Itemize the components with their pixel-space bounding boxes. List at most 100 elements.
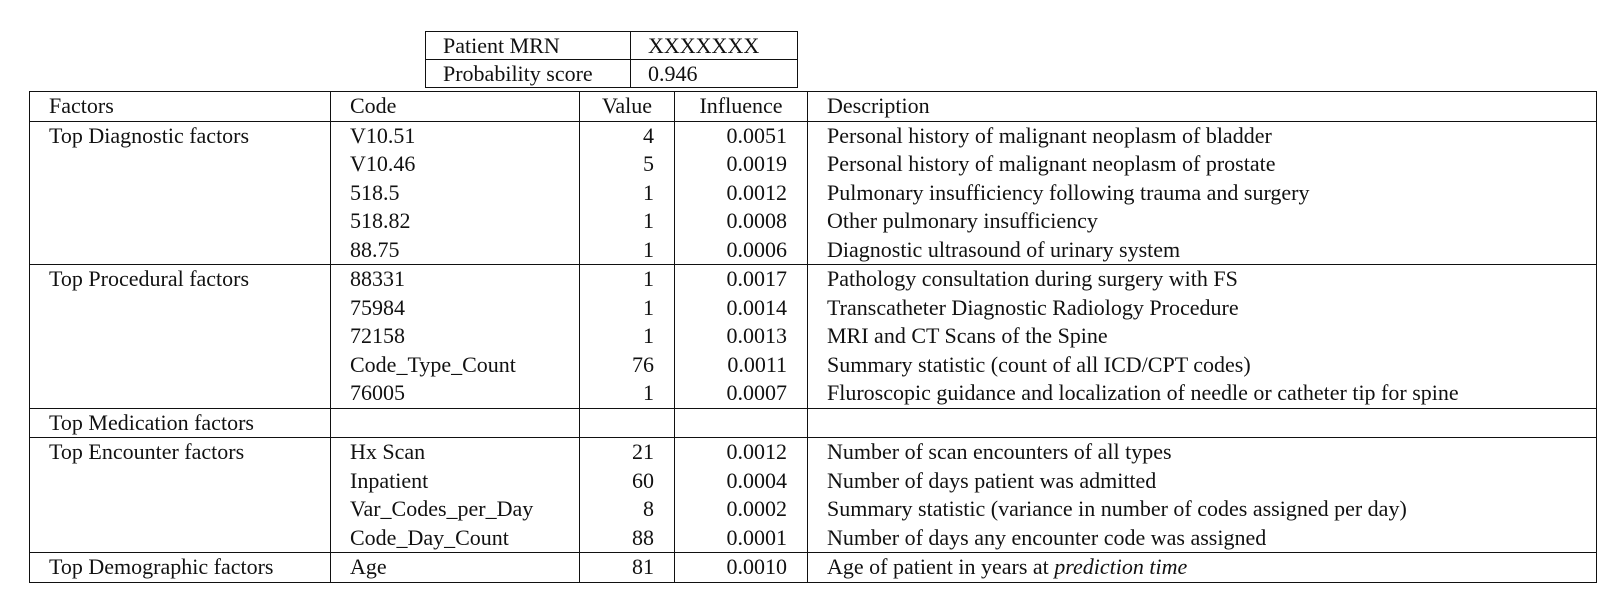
value-cell: 21: [579, 437, 675, 467]
influence-cell: 0.0010: [674, 552, 808, 583]
factor-group-label: Top Procedural factors: [29, 264, 331, 294]
description-text: Personal history of malignant neoplasm o…: [827, 151, 1276, 176]
table-row: Top Encounter factors Hx Scan 21 0.0012 Numb…: [29, 437, 1597, 467]
column-header-influence: Influence: [674, 91, 808, 122]
influence-cell: 0.0017: [674, 264, 808, 294]
value-cell: 1: [579, 235, 675, 265]
description-text: Fluroscopic guidance and localization of…: [827, 380, 1459, 405]
influence-cell: 0.0013: [674, 322, 808, 351]
description-text: Transcatheter Diagnostic Radiology Proce…: [827, 294, 1239, 320]
factor-group-label: [29, 523, 331, 553]
column-header-value: Value: [579, 91, 675, 122]
code-cell: 88331: [330, 264, 580, 294]
value-cell: 1: [579, 379, 675, 409]
factor-group-label: [29, 495, 331, 524]
table-header-row: Factors Code Value Influence Description: [29, 91, 1597, 122]
code-cell: Age: [330, 552, 580, 583]
table-row: 518.82 1 0.0008 Other pulmonary insufficien…: [29, 207, 1597, 236]
code-cell: Code_Day_Count: [330, 523, 580, 553]
description-cell: Number of days patient was admitted: [807, 466, 1597, 495]
table-row: 72158 1 0.0013 MRI and CT Scans of the Spin…: [29, 322, 1597, 351]
value-cell: 81: [579, 552, 675, 583]
description-cell: Number of days any encounter code was as…: [807, 523, 1597, 553]
column-header-description: Description: [807, 91, 1597, 122]
value-cell: 4: [579, 121, 675, 150]
value-cell: 1: [579, 207, 675, 236]
summary-row: Patient MRN XXXXXXX: [425, 31, 798, 60]
summary-label: Probability score: [425, 59, 631, 88]
description-cell: Pulmonary insufficiency following trauma…: [807, 178, 1597, 207]
table-row: 518.5 1 0.0012 Pulmonary insufficiency foll…: [29, 178, 1597, 207]
influence-cell: 0.0002: [674, 495, 808, 524]
description-cell: Age of patient in years at prediction ti…: [807, 552, 1597, 583]
description-cell: Personal history of malignant neoplasm o…: [807, 150, 1597, 179]
table-row: Top Diagnostic factors V10.51 4 0.0051 Perso…: [29, 121, 1597, 150]
description-cell: MRI and CT Scans of the Spine: [807, 322, 1597, 351]
factor-influence-table: Factors Code Value Influence Description…: [29, 91, 1597, 583]
table-row: Top Demographic factors Age 81 0.0010 Age of…: [29, 552, 1597, 583]
factor-group-label: [29, 322, 331, 351]
influence-cell: 0.0008: [674, 207, 808, 236]
description-text: Number of days patient was admitted: [827, 467, 1157, 493]
code-cell: 88.75: [330, 235, 580, 265]
value-cell: 1: [579, 264, 675, 294]
description-cell: Diagnostic ultrasound of urinary system: [807, 235, 1597, 265]
description-text: Other pulmonary insufficiency: [827, 208, 1098, 233]
influence-cell: 0.0006: [674, 235, 808, 265]
column-header-code: Code: [330, 91, 580, 122]
value-cell: 1: [579, 293, 675, 322]
value-cell: [579, 408, 675, 438]
code-cell: 76005: [330, 379, 580, 409]
column-header-factors: Factors: [29, 91, 331, 122]
code-cell: 72158: [330, 322, 580, 351]
code-cell: Code_Type_Count: [330, 350, 580, 379]
description-text: Summary statistic (count of all ICD/CPT …: [827, 351, 1251, 377]
value-cell: 1: [579, 322, 675, 351]
table-row: 76005 1 0.0007 Fluroscopic guidance and loc…: [29, 379, 1597, 409]
description-text: Pathology consultation during surgery wi…: [827, 266, 1238, 291]
description-cell: Transcatheter Diagnostic Radiology Proce…: [807, 293, 1597, 322]
code-cell: V10.51: [330, 121, 580, 150]
code-cell: 518.82: [330, 207, 580, 236]
description-text: Pulmonary insufficiency following trauma…: [827, 179, 1310, 205]
value-cell: 60: [579, 466, 675, 495]
description-cell: Other pulmonary insufficiency: [807, 207, 1597, 236]
table-row: Top Procedural factors 88331 1 0.0017 Pathol…: [29, 264, 1597, 294]
summary-label: Patient MRN: [425, 31, 631, 60]
table-row: Inpatient 60 0.0004 Number of days patient …: [29, 466, 1597, 495]
influence-cell: 0.0012: [674, 437, 808, 467]
table-row: Code_Day_Count 88 0.0001 Number of days any…: [29, 523, 1597, 553]
factor-group-label: [29, 293, 331, 322]
table-row: Var_Codes_per_Day 8 0.0002 Summary statisti…: [29, 495, 1597, 524]
patient-summary-table: Patient MRN XXXXXXX Probability score 0.946: [425, 31, 798, 88]
description-text: Diagnostic ultrasound of urinary system: [827, 236, 1181, 262]
factor-group-label: [29, 379, 331, 409]
influence-cell: 0.0019: [674, 150, 808, 179]
value-cell: 5: [579, 150, 675, 179]
summary-row: Probability score 0.946: [425, 59, 798, 88]
influence-cell: [674, 408, 808, 438]
factor-group-label: Top Encounter factors: [29, 437, 331, 467]
factor-group-label: [29, 466, 331, 495]
factor-group-label: [29, 350, 331, 379]
code-cell: Hx Scan: [330, 437, 580, 467]
code-cell: 75984: [330, 293, 580, 322]
summary-value: 0.946: [630, 59, 798, 88]
description-emphasis: prediction time: [1054, 554, 1188, 579]
factor-group-label: Top Medication factors: [29, 408, 331, 438]
influence-cell: 0.0001: [674, 523, 808, 553]
value-cell: 76: [579, 350, 675, 379]
value-cell: 1: [579, 178, 675, 207]
value-cell: 8: [579, 495, 675, 524]
description-cell: Pathology consultation during surgery wi…: [807, 264, 1597, 294]
value-cell: 88: [579, 523, 675, 553]
summary-value: XXXXXXX: [630, 31, 798, 60]
influence-cell: 0.0012: [674, 178, 808, 207]
description-cell: Number of scan encounters of all types: [807, 437, 1597, 467]
influence-cell: 0.0007: [674, 379, 808, 409]
description-text: MRI and CT Scans of the Spine: [827, 323, 1108, 348]
table-row: Top Medication factors: [29, 408, 1597, 438]
factor-group-label: [29, 207, 331, 236]
table-row: Code_Type_Count 76 0.0011 Summary statistic…: [29, 350, 1597, 379]
factor-group-label: Top Diagnostic factors: [29, 121, 331, 150]
